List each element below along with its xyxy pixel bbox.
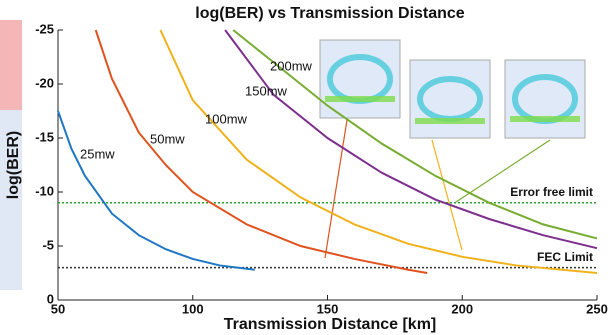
x-tick-label: 150 <box>317 301 339 316</box>
y-tick-label: -10 <box>35 183 54 198</box>
y-tick-label: -5 <box>42 237 54 252</box>
y-tick-label: -20 <box>35 75 54 90</box>
eye-diagram <box>505 60 585 138</box>
series-label: 200mw <box>270 58 313 73</box>
x-tick-label: 200 <box>451 301 473 316</box>
chart: log(BER) vs Transmission Distance Transm… <box>0 0 610 335</box>
x-axis-label: Transmission Distance [km] <box>224 316 437 333</box>
reference-label: FEC Limit <box>537 250 593 264</box>
annotation-arrow <box>325 120 347 258</box>
y-axis-label: log(BER) <box>5 131 22 199</box>
series-label: 25mw <box>80 146 115 161</box>
x-tick-label: 100 <box>182 301 204 316</box>
eye-diagram <box>410 60 490 138</box>
series-label: 150mw <box>245 83 288 98</box>
series-label: 100mw <box>205 111 248 126</box>
y-tick-label: -15 <box>35 129 54 144</box>
eye-diagram <box>320 40 400 118</box>
x-tick-label: 250 <box>586 301 608 316</box>
x-tick-label: 50 <box>51 301 65 316</box>
reference-label: Error free limit <box>510 185 593 199</box>
page: {"chart_data": {"type": "line", "title":… <box>0 0 610 335</box>
y-tick-label: -25 <box>35 21 54 36</box>
side-image <box>0 20 22 110</box>
annotation-arrow <box>432 140 462 250</box>
chart-title: log(BER) vs Transmission Distance <box>195 5 465 22</box>
series-label: 50mw <box>150 131 185 146</box>
